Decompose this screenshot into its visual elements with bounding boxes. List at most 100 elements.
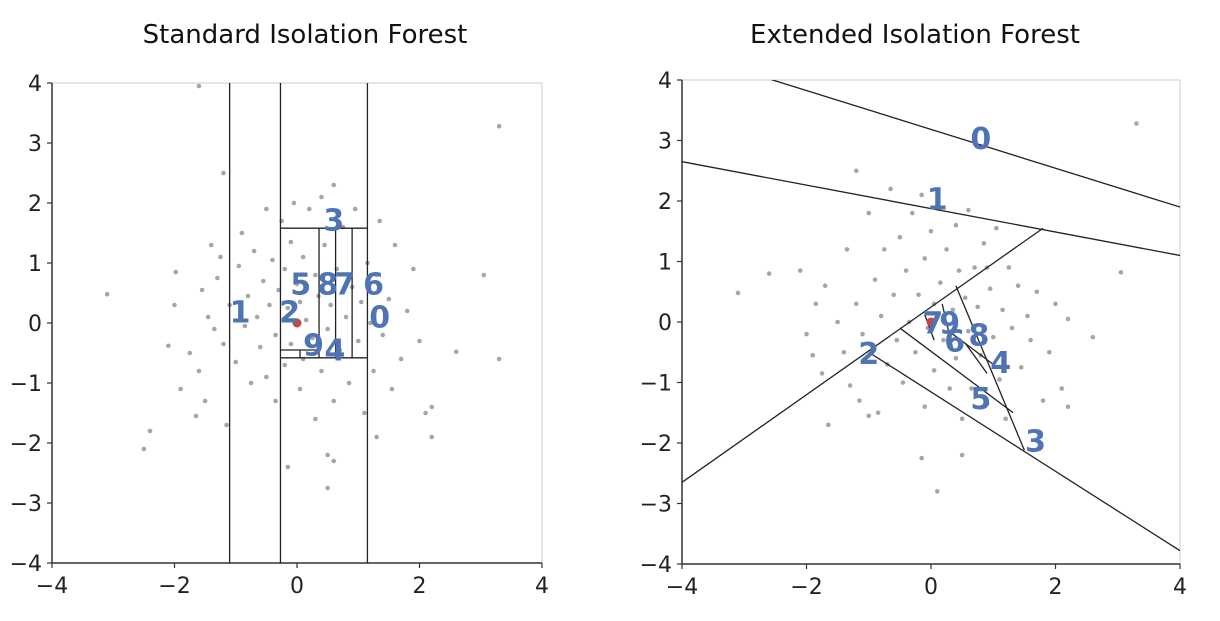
- data-point: [273, 398, 278, 404]
- y-tick-label: −1: [10, 372, 42, 397]
- data-point: [374, 272, 379, 278]
- data-point: [267, 302, 272, 308]
- data-point: [994, 225, 999, 231]
- data-point: [248, 380, 254, 386]
- data-point: [331, 398, 337, 404]
- data-point: [966, 328, 971, 334]
- x-tick-label: −2: [790, 575, 822, 600]
- data-point: [359, 299, 364, 305]
- data-point: [313, 416, 318, 422]
- data-point: [313, 272, 318, 278]
- x-tick-label: 0: [290, 574, 304, 599]
- data-point: [352, 206, 358, 212]
- y-tick-label: 3: [28, 132, 42, 157]
- data-point: [343, 314, 349, 320]
- data-point: [196, 83, 202, 89]
- data-point: [962, 295, 968, 301]
- data-point: [325, 326, 330, 332]
- data-point: [297, 299, 303, 305]
- y-tick-label: −2: [10, 432, 42, 457]
- data-point: [854, 301, 859, 307]
- data-point: [322, 242, 327, 248]
- data-point: [1000, 307, 1005, 313]
- data-point: [202, 398, 208, 404]
- data-point: [254, 314, 260, 320]
- data-point: [141, 446, 147, 452]
- data-point: [953, 222, 959, 228]
- data-point: [947, 386, 952, 391]
- data-point: [481, 272, 487, 278]
- data-point: [916, 292, 921, 298]
- region-label: 8: [968, 319, 989, 354]
- data-point: [1034, 289, 1040, 295]
- data-point: [959, 416, 965, 422]
- data-point: [368, 320, 373, 326]
- data-point: [245, 293, 251, 299]
- split-line: [924, 314, 935, 341]
- data-point: [878, 313, 884, 319]
- data-point: [297, 386, 303, 392]
- data-point: [872, 277, 878, 282]
- y-tick-label: −4: [10, 552, 42, 577]
- data-point: [411, 266, 416, 272]
- data-point: [919, 455, 924, 461]
- data-point: [1134, 121, 1139, 126]
- data-point: [300, 254, 306, 260]
- data-point: [875, 410, 881, 416]
- data-point: [1046, 349, 1052, 355]
- region-label: 5: [290, 267, 311, 302]
- data-point: [969, 386, 974, 391]
- data-point: [429, 434, 435, 440]
- data-point: [325, 485, 330, 491]
- region-label: 1: [927, 183, 948, 218]
- split-line: [682, 227, 1044, 483]
- y-tick-label: 2: [28, 192, 42, 217]
- data-point: [953, 356, 959, 361]
- region-label: 3: [323, 204, 344, 239]
- data-point: [221, 170, 226, 176]
- y-tick-label: 4: [28, 72, 42, 97]
- data-point: [956, 268, 962, 273]
- data-point: [900, 380, 906, 385]
- x-tick-label: 2: [413, 574, 427, 599]
- split-line: [770, 80, 1180, 208]
- data-point: [257, 344, 263, 350]
- data-point: [196, 368, 202, 374]
- data-point: [797, 268, 803, 273]
- data-point: [104, 291, 110, 297]
- data-point: [199, 287, 205, 293]
- data-point: [285, 464, 291, 470]
- data-point: [251, 248, 257, 254]
- data-point: [1025, 313, 1030, 319]
- data-point: [331, 182, 337, 188]
- data-point: [221, 341, 226, 347]
- data-point: [233, 359, 239, 365]
- data-point: [766, 271, 772, 276]
- data-point: [882, 247, 887, 252]
- data-point: [1118, 270, 1124, 275]
- region-label: 4: [325, 333, 346, 368]
- data-point: [496, 123, 502, 129]
- data-point: [398, 356, 404, 362]
- y-tick-label: 4: [658, 69, 672, 94]
- y-tick-label: 2: [658, 190, 672, 215]
- data-point: [1028, 337, 1033, 343]
- x-tick-label: −4: [36, 574, 68, 599]
- region-label: 9: [939, 307, 960, 342]
- data-point: [888, 186, 893, 192]
- region-label: 9: [303, 329, 324, 364]
- data-point: [392, 242, 398, 248]
- split-line: [941, 303, 954, 350]
- data-point: [735, 290, 741, 296]
- data-point: [1009, 325, 1015, 331]
- split-line: [964, 342, 988, 374]
- data-point: [934, 204, 940, 210]
- data-point: [1006, 265, 1012, 270]
- data-point: [1065, 404, 1071, 410]
- data-point: [404, 308, 410, 314]
- extended-isolation-forest-panel: Extended Isolation Forest 0 1 2 7 9 6 8 4 5 3 −4 −2…: [610, 0, 1220, 621]
- data-point: [377, 218, 382, 224]
- data-point: [261, 278, 266, 284]
- data-point: [236, 263, 242, 269]
- split-line: [682, 161, 1180, 257]
